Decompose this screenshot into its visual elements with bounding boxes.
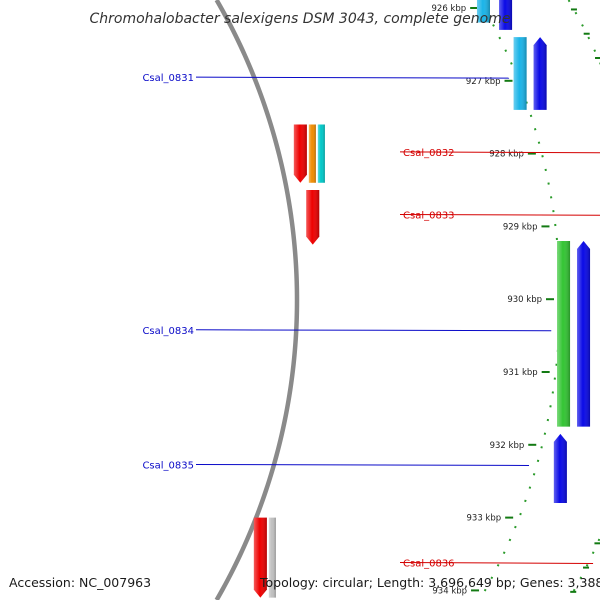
- minus-strand-guide: [478, 0, 562, 600]
- guide-lines: [478, 0, 600, 600]
- leader-line: [195, 463, 530, 466]
- topology-text: Topology: circular; Length: 3,696,649 bp…: [259, 575, 600, 590]
- gene-Csal_0835-blue[interactable]: [553, 433, 567, 504]
- scale-tick-label: 929 kbp: [503, 222, 538, 232]
- gene-label-text[interactable]: Csal_0834: [142, 326, 194, 337]
- gene-labels: Csal_0831 Csal_0832 Csal_0833 Csal_0834 Csal…: [142, 73, 600, 569]
- gene-Csal_0832-teal[interactable]: [317, 124, 325, 183]
- gene-Csal_0831-blue[interactable]: [499, 0, 513, 30]
- gene-Csal_0831-cyan[interactable]: [476, 0, 490, 23]
- gene-shading: [499, 0, 513, 30]
- gene-shading: [268, 517, 276, 598]
- gene-Csal_0832-red[interactable]: [293, 124, 307, 183]
- gene-label-text[interactable]: Csal_0833: [403, 210, 455, 221]
- gene-shading: [308, 124, 316, 183]
- gene-label-Csal_0831[interactable]: Csal_0831: [142, 73, 510, 84]
- gene-label-Csal_0835[interactable]: Csal_0835: [142, 460, 530, 471]
- gene-label-Csal_0836[interactable]: Csal_0836: [399, 558, 594, 569]
- genome-backbone: [214, 0, 300, 600]
- leader-line: [195, 76, 510, 79]
- gene-shading: [553, 433, 567, 504]
- gene-Csal_0836-gray[interactable]: [268, 517, 276, 598]
- gene-shading: [476, 0, 490, 23]
- gene-Csal_0831-blue[interactable]: [533, 37, 547, 110]
- gene-Csal_0836-red[interactable]: [253, 517, 267, 598]
- scale-tick-label: 934 kbp: [432, 586, 467, 596]
- gene-shading: [533, 37, 547, 110]
- gene-label-Csal_0832[interactable]: Csal_0832: [399, 148, 600, 159]
- gene-shading: [317, 124, 325, 183]
- gene-shading: [577, 240, 591, 427]
- scale-tick-label: 931 kbp: [503, 368, 538, 378]
- accession-text: Accession: NC_007963: [9, 575, 151, 590]
- genome-backbone-layer: [214, 0, 300, 600]
- gene-Csal_0832-orange[interactable]: [308, 124, 316, 183]
- leader-line: [399, 561, 594, 564]
- scale-tick-label: 933 kbp: [467, 514, 502, 524]
- scale-tick-label: 927 kbp: [466, 77, 501, 87]
- scale-tick-label: 932 kbp: [490, 441, 525, 451]
- gene-shading: [293, 124, 307, 183]
- gene-Csal_0834-blue[interactable]: [577, 240, 591, 427]
- gene-label-Csal_0833[interactable]: Csal_0833: [399, 210, 600, 221]
- scale-tick-label: 928 kbp: [489, 150, 524, 160]
- scale-tick-label: 930 kbp: [507, 295, 542, 305]
- leader-line: [399, 151, 600, 154]
- scale-tick-label: 926 kbp: [432, 4, 467, 14]
- gene-label-text[interactable]: Csal_0831: [142, 73, 194, 84]
- gene-Csal_0831-cyan[interactable]: [513, 37, 527, 110]
- leader-line: [195, 329, 552, 332]
- gene-shading: [253, 517, 267, 598]
- gene-Csal_0834-green[interactable]: [557, 240, 571, 427]
- gene-shading: [557, 240, 571, 427]
- gene-label-text[interactable]: Csal_0836: [403, 558, 455, 569]
- gene-shading: [513, 37, 527, 110]
- gene-shading: [306, 190, 320, 245]
- scale-ticks: 926 kbp 927 kbp 928 kbp 929 kbp 930 kbp 931 k…: [432, 4, 600, 596]
- gene-Csal_0833-red[interactable]: [306, 190, 320, 245]
- gene-features: [253, 0, 591, 598]
- leader-line: [399, 213, 600, 216]
- gene-label-text[interactable]: Csal_0832: [403, 148, 455, 159]
- gene-label-text[interactable]: Csal_0835: [142, 460, 194, 471]
- gene-label-Csal_0834[interactable]: Csal_0834: [142, 326, 552, 337]
- map-title: Chromohalobacter salexigens DSM 3043, co…: [90, 11, 511, 27]
